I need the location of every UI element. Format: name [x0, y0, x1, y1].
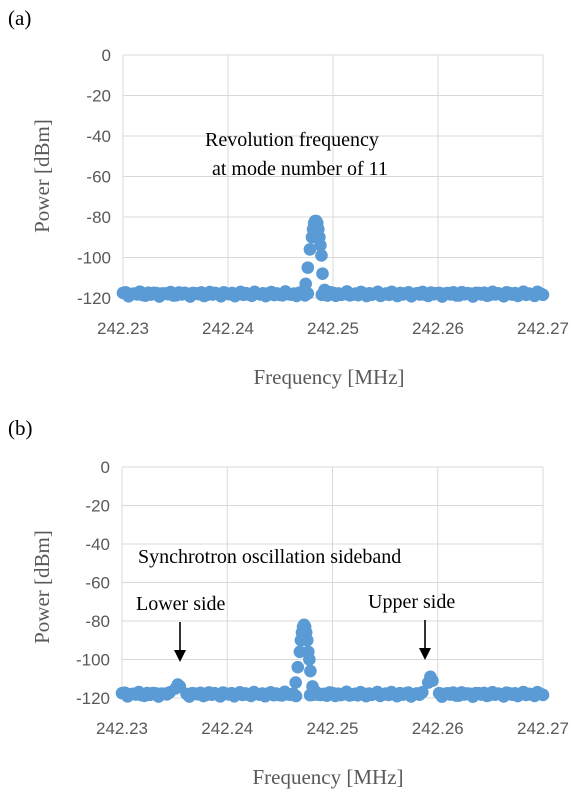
y-tick-label: -60 [85, 574, 110, 593]
annotation-sideband: Synchrotron oscillation sideband [138, 546, 401, 568]
x-tick-label: 242.25 [307, 319, 359, 338]
data-points [169, 618, 439, 701]
y-tick-label: -40 [86, 127, 111, 146]
y-tick-label: 0 [101, 458, 110, 477]
x-tick-labels: 242.23 242.24 242.25 242.26 242.27 [97, 319, 569, 338]
y-tick-label: -80 [85, 612, 110, 631]
y-tick-label: -120 [77, 289, 111, 308]
y-tick-label: -60 [86, 168, 111, 187]
data-point [173, 680, 187, 693]
y-tick-labels: 0 -20 -40 -60 -80 -100 -120 [77, 46, 111, 308]
x-tick-label: 242.26 [412, 319, 464, 338]
data-point [304, 664, 317, 678]
data-point [289, 676, 302, 689]
data-point [301, 261, 315, 274]
x-tick-label: 242.24 [201, 719, 253, 738]
data-point [291, 660, 305, 674]
x-tick-label: 242.23 [96, 719, 148, 738]
noise-floor-points [116, 285, 550, 303]
noise-floor-points [115, 685, 550, 703]
data-point [314, 239, 327, 252]
y-tick-label: -80 [86, 208, 111, 227]
noise-point [536, 688, 550, 702]
y-tick-label: 0 [102, 46, 111, 65]
data-point [295, 287, 308, 301]
arrow-upper-side [419, 620, 431, 660]
y-tick-label: -20 [85, 497, 110, 516]
annotation-upper-side: Upper side [368, 591, 455, 613]
scatter-chart-a: 0 -20 -40 -60 -80 -100 -120 242.23 242.24 242.25… [30, 46, 569, 389]
annotation-mode-number: at mode number of 11 [207, 158, 388, 180]
noise-point [536, 288, 550, 302]
noise-point [416, 685, 429, 699]
y-tick-label: -40 [85, 535, 110, 554]
chart-panel-a: (a) 0 -20 -40 -60 -80 -100 -120 242.23 242.24 24… [0, 0, 586, 398]
panel-label: (b) [8, 416, 33, 440]
x-axis-title: Frequency [MHz] [252, 765, 403, 789]
data-point [306, 680, 319, 693]
x-tick-label: 242.27 [517, 319, 569, 338]
x-tick-label: 242.25 [307, 719, 359, 738]
x-tick-label: 242.23 [97, 319, 149, 338]
y-axis-title: Power [dBm] [30, 119, 54, 233]
data-point [300, 633, 314, 647]
data-point [303, 243, 317, 256]
annotation-revolution-frequency: Revolution frequency [205, 129, 379, 151]
data-point [286, 687, 299, 701]
data-point [318, 283, 331, 297]
chart-panel-b: (b) 0 -20 -40 -60 -80 -100 -120 242.23 242.24 24… [0, 410, 586, 797]
y-axis-title: Power [dBm] [30, 530, 54, 644]
gridlines [121, 466, 544, 699]
x-tick-label: 242.27 [517, 719, 569, 738]
x-tick-label: 242.26 [412, 719, 464, 738]
arrow-lower-side [174, 622, 186, 662]
data-point [426, 674, 439, 687]
x-axis-title: Frequency [MHz] [253, 365, 404, 389]
y-tick-label: -20 [86, 87, 111, 106]
data-points [295, 214, 331, 301]
y-tick-label: -100 [77, 249, 111, 268]
gridlines [122, 54, 544, 299]
x-tick-label: 242.24 [202, 319, 254, 338]
scatter-chart-b: 0 -20 -40 -60 -80 -100 -120 242.23 242.24 242.25… [30, 458, 569, 789]
data-point [299, 277, 313, 291]
data-point [316, 267, 329, 281]
y-tick-label: -120 [76, 689, 110, 708]
panel-label: (a) [8, 6, 32, 30]
annotation-lower-side: Lower side [136, 593, 226, 615]
x-tick-labels: 242.23 242.24 242.25 242.26 242.27 [96, 719, 569, 738]
data-point [315, 249, 328, 262]
y-tick-label: -100 [76, 651, 110, 670]
y-tick-labels: 0 -20 -40 -60 -80 -100 -120 [76, 458, 110, 708]
data-point [303, 653, 316, 666]
